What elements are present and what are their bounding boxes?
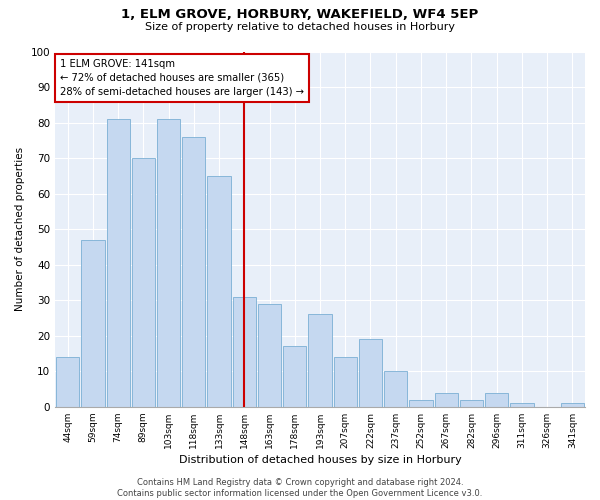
Bar [157,119,180,407]
Text: 1, ELM GROVE, HORBURY, WAKEFIELD, WF4 5EP: 1, ELM GROVE, HORBURY, WAKEFIELD, WF4 5E… [121,8,479,20]
Bar [460,400,483,407]
Bar [334,357,357,407]
Bar [384,372,407,407]
Bar [511,404,533,407]
Bar [283,346,307,407]
Bar [409,400,433,407]
Text: Contains HM Land Registry data © Crown copyright and database right 2024.
Contai: Contains HM Land Registry data © Crown c… [118,478,482,498]
Bar [561,404,584,407]
Text: 1 ELM GROVE: 141sqm
← 72% of detached houses are smaller (365)
28% of semi-detac: 1 ELM GROVE: 141sqm ← 72% of detached ho… [61,58,304,96]
Bar [132,158,155,407]
Bar [182,137,205,407]
Bar [56,357,79,407]
Bar [208,176,230,407]
Bar [485,392,508,407]
Bar [233,296,256,407]
Y-axis label: Number of detached properties: Number of detached properties [15,147,25,311]
Bar [434,392,458,407]
Bar [308,314,332,407]
Bar [258,304,281,407]
Bar [107,119,130,407]
Bar [359,340,382,407]
Bar [81,240,104,407]
X-axis label: Distribution of detached houses by size in Horbury: Distribution of detached houses by size … [179,455,461,465]
Text: Size of property relative to detached houses in Horbury: Size of property relative to detached ho… [145,22,455,32]
